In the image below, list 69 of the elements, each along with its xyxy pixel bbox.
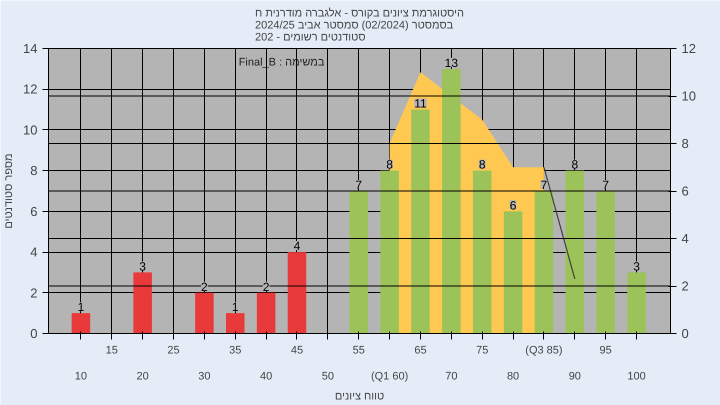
bar (566, 170, 584, 334)
data-label: 4 (294, 239, 301, 254)
y-tick-label: 8 (30, 163, 38, 178)
bar (72, 313, 90, 334)
bar (442, 68, 461, 334)
data-label: 8 (571, 158, 578, 172)
data-label: 2 (201, 280, 208, 294)
y2-tick-label: 4 (682, 231, 689, 246)
bar (504, 211, 522, 334)
data-label: 2 (262, 280, 270, 294)
x-tick-label: 40 (260, 370, 272, 382)
y-tick-label: 0 (30, 326, 38, 341)
y2-tick-label: 2 (682, 278, 689, 294)
y-tick-label: 10 (23, 122, 38, 138)
bar (534, 191, 554, 334)
x-tick-label: 90 (568, 370, 581, 382)
x-tick-label: 25 (167, 344, 180, 356)
x-tick-label: 75 (476, 344, 488, 356)
y2-tick-label: 8 (682, 136, 689, 151)
x-tick-label: 100 (627, 370, 646, 382)
y-tick-label: 12 (23, 82, 38, 97)
x-tick-label: 50 (322, 370, 334, 382)
y-tick-label: 14 (23, 41, 38, 56)
data-label: 3 (633, 259, 640, 274)
bar (349, 191, 368, 334)
bar (133, 272, 152, 334)
data-label: 6 (510, 198, 517, 212)
data-label: 7 (355, 178, 362, 192)
x-tick-label: 10 (74, 370, 88, 382)
chart-title: היסטוגרמת ציונים בקורס - אלגברה מודרנית ח בסמסטר (02/2024) סמסטר אביב 2024/25 סטודנטים רשומים - 202 (255, 8, 464, 44)
bar (256, 292, 276, 334)
x-tick-label: 55 (352, 344, 365, 356)
bar (596, 191, 615, 334)
bar (472, 170, 492, 334)
data-label: 3 (139, 259, 146, 274)
x-tick-label: (Q3 85) (525, 344, 563, 356)
y2-tick-label: 6 (682, 184, 689, 198)
x-axis-title: טווח ציונים (334, 390, 384, 402)
bar (380, 170, 399, 334)
x-tick-label: 15 (106, 344, 118, 356)
bar (288, 252, 306, 334)
y2-tick-label: 0 (682, 326, 689, 341)
x-tick-label: 70 (445, 370, 458, 382)
x-tick-label: 45 (290, 344, 304, 356)
bar (627, 272, 646, 334)
y-tick-label: 2 (30, 285, 38, 300)
y2-tick-label: 12 (682, 41, 696, 56)
data-label: 1 (232, 300, 239, 314)
bar (226, 313, 245, 334)
x-tick-label: (Q1 60) (370, 370, 408, 382)
x-tick-label: 30 (198, 370, 211, 382)
data-label: 11 (414, 96, 428, 111)
bar (195, 292, 214, 334)
bar (411, 110, 430, 334)
y2-tick-label: 10 (682, 88, 696, 104)
x-tick-label: 95 (600, 344, 612, 356)
x-tick-label: 20 (136, 370, 149, 382)
data-label: 8 (478, 158, 486, 172)
y-axis-title: מספר סטודנטים (3, 153, 16, 229)
x-tick-label: 35 (229, 344, 242, 356)
y-tick-label: 4 (30, 244, 38, 260)
data-label: 1 (78, 300, 85, 314)
x-tick-label: 65 (414, 344, 427, 356)
data-label: 13 (444, 56, 458, 70)
data-label: 7 (540, 178, 548, 192)
data-label: 8 (386, 158, 394, 172)
y-tick-label: 6 (30, 204, 38, 219)
data-label: 7 (602, 178, 610, 192)
x-tick-label: 80 (506, 370, 520, 382)
